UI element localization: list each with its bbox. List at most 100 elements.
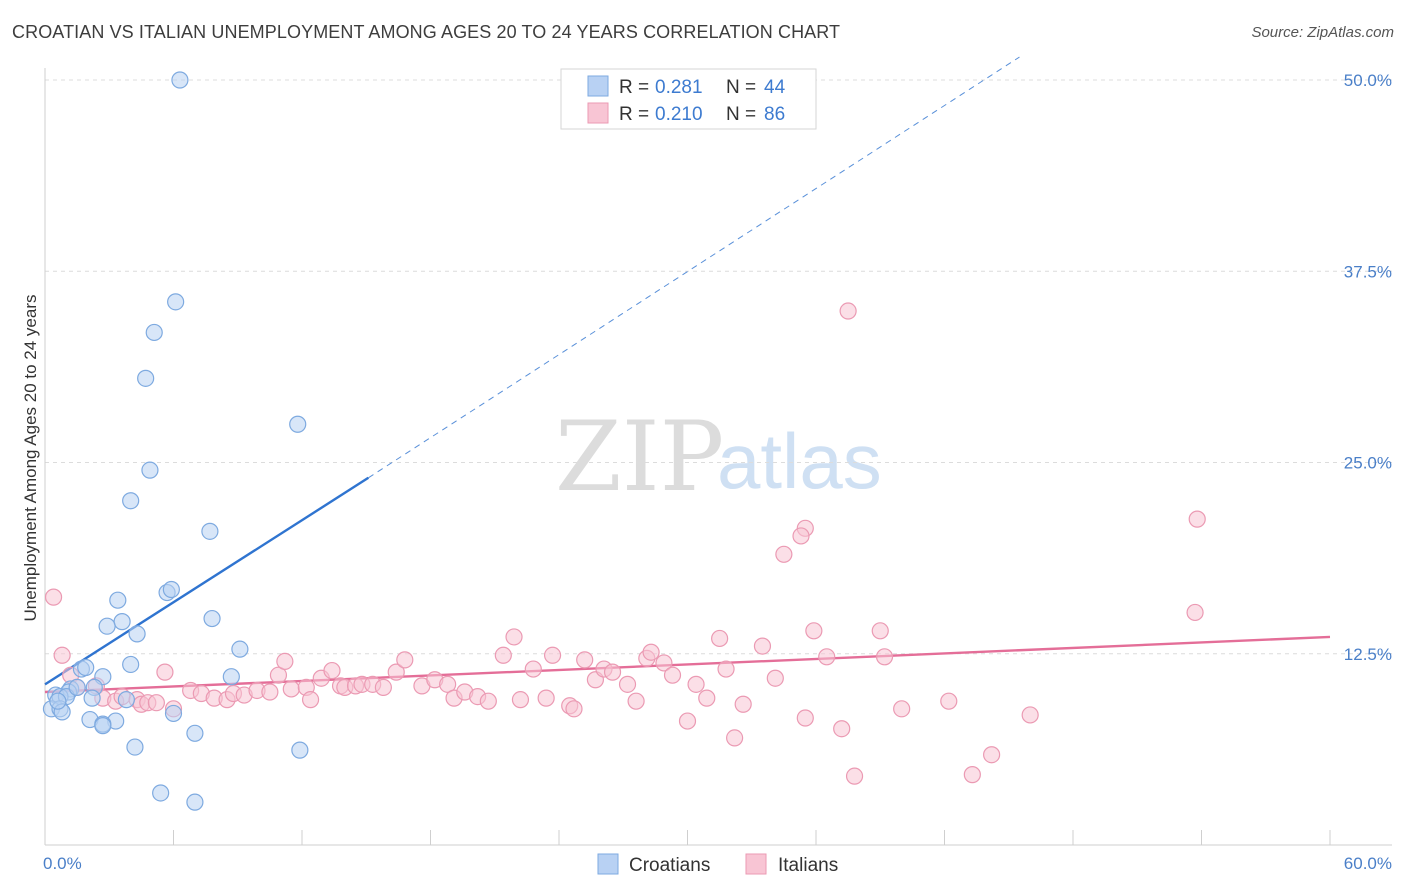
italians-point	[494, 646, 512, 664]
italians-point	[44, 588, 63, 606]
italians-point	[618, 675, 637, 693]
italians-point	[796, 709, 814, 727]
croatians-series-label: Croatians	[629, 855, 710, 876]
croatians-point	[68, 678, 86, 697]
italians-point	[818, 648, 836, 666]
croatians-point	[109, 591, 127, 609]
croatians-point	[203, 609, 221, 628]
grid-lines	[45, 79, 1392, 655]
croatians-point	[186, 793, 204, 811]
italians-point	[261, 683, 279, 701]
italians-point	[524, 660, 542, 678]
italians-point	[792, 527, 810, 545]
italians-point	[1188, 510, 1206, 528]
croatians-point	[222, 668, 240, 686]
italians-point	[833, 720, 851, 738]
axes	[44, 68, 1392, 846]
croatians-point	[171, 71, 189, 89]
italians-point	[1021, 706, 1039, 724]
italians-point	[642, 643, 660, 661]
italians-point	[875, 648, 894, 666]
italians-point	[1186, 603, 1204, 622]
italians-point	[323, 661, 341, 680]
italians-point	[805, 622, 823, 640]
italians-point	[839, 302, 857, 320]
italians-point	[479, 692, 497, 710]
data-points	[42, 71, 1206, 811]
italians-point	[940, 692, 958, 710]
x-tick-label: 0.0%	[43, 854, 82, 873]
italians-point	[537, 689, 555, 707]
croatians-point	[122, 492, 140, 510]
y-tick-label: 25.0%	[1344, 454, 1392, 473]
croatians-point	[117, 691, 135, 709]
italians-point	[655, 654, 673, 672]
x-tick-labels: 0.0% 60.0%	[43, 854, 1392, 873]
italians-series-swatch	[745, 853, 767, 875]
italians-point	[678, 712, 697, 730]
italians-point	[663, 666, 682, 684]
italians-point	[147, 694, 165, 712]
croatians-point	[186, 724, 204, 742]
italians-n-value: 86	[764, 104, 785, 125]
italians-point	[753, 637, 772, 655]
croatians-trend-line	[44, 476, 370, 686]
italians-point	[439, 675, 457, 693]
y-axis-label: Unemployment Among Ages 20 to 24 years	[21, 295, 40, 622]
croatians-point	[49, 692, 67, 710]
italians-point	[543, 646, 562, 664]
croatians-point	[126, 738, 144, 756]
chart-title: CROATIAN VS ITALIAN UNEMPLOYMENT AMONG A…	[12, 22, 841, 42]
italians-point	[387, 663, 405, 681]
italians-point	[711, 629, 729, 648]
watermark-atlas: atlas	[717, 417, 882, 505]
croatians-r-value: 0.281	[655, 77, 703, 98]
croatians-legend-swatch	[587, 75, 609, 97]
y-tick-label: 37.5%	[1344, 262, 1392, 281]
trend-lines	[44, 56, 1331, 694]
croatians-point	[152, 784, 170, 802]
italians-point	[53, 646, 71, 664]
italians-point	[687, 675, 705, 693]
croatians-point	[83, 689, 101, 707]
italians-point	[627, 692, 645, 710]
croatians-point	[98, 617, 116, 635]
italians-point	[766, 669, 784, 687]
watermark-zip: ZIP	[555, 401, 724, 513]
croatians-point	[201, 522, 219, 540]
croatians-point	[289, 415, 307, 433]
italians-point	[963, 766, 981, 784]
italians-point	[775, 545, 793, 563]
croatians-point	[137, 369, 155, 387]
croatians-point	[113, 613, 131, 631]
y-tick-labels: 12.5% 25.0% 37.5% 50.0%	[1344, 71, 1392, 664]
italians-point	[845, 767, 864, 785]
y-tick-label: 50.0%	[1344, 71, 1392, 90]
italians-point	[717, 660, 735, 678]
croatians-point	[77, 658, 95, 677]
croatians-point	[231, 640, 249, 658]
italians-point	[282, 680, 300, 698]
italians-point	[505, 628, 523, 646]
italians-r-value: 0.210	[655, 104, 703, 125]
croatians-point	[164, 704, 183, 723]
italians-r-label: R =	[619, 104, 649, 125]
italians-point	[276, 652, 294, 671]
italians-point	[893, 700, 911, 718]
croatians-n-value: 44	[764, 77, 786, 98]
croatians-point	[167, 293, 185, 311]
italians-point	[698, 689, 716, 707]
y-tick-label: 12.5%	[1344, 645, 1392, 664]
croatians-point	[128, 625, 146, 643]
series-legend: Croatians Italians	[597, 853, 838, 876]
italians-point	[726, 729, 744, 747]
italians-point	[396, 651, 414, 669]
italians-point	[734, 695, 752, 713]
italians-point	[871, 622, 889, 640]
italians-point	[156, 663, 174, 681]
italians-point	[269, 666, 288, 684]
croatians-point	[145, 323, 163, 342]
croatians-r-label: R =	[619, 77, 649, 98]
croatians-point	[141, 461, 159, 479]
